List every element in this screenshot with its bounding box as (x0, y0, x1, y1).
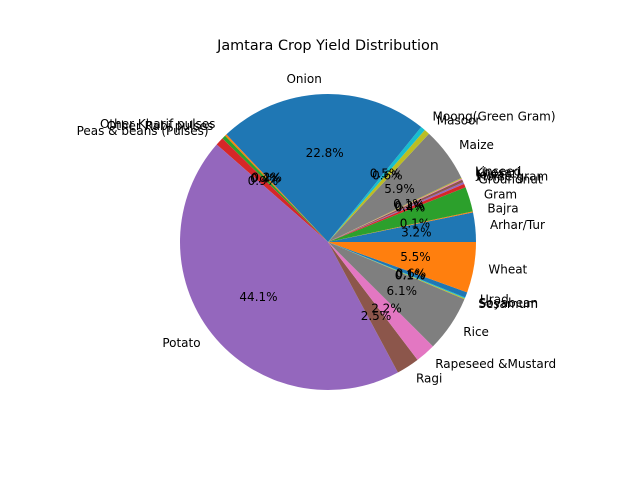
pie-slice-bajra (328, 211, 473, 242)
pie-slice-linseed (328, 177, 462, 242)
pie-slice-maize (328, 133, 462, 242)
pie-slice-other-rabi-pulses (222, 135, 328, 242)
slice-label-other-kharif-pulses: Other Kharif pulses (100, 117, 215, 131)
slice-percent-rice: 6.1% (387, 284, 418, 298)
pie-slice-rice (328, 242, 465, 347)
slice-label-maize: Maize (459, 138, 494, 152)
slice-label-masoor: Masoor (437, 113, 481, 127)
pie-labels: Arhar/Tur BajraGramGroundnutHorse-gramJow… (77, 72, 557, 386)
slice-label-gram: Gram (484, 187, 517, 201)
slice-percent-soyabean: 0.1% (395, 268, 426, 282)
slice-percent-sesamum: 0.1% (395, 269, 426, 283)
pie-slice-arhar-tur (328, 212, 476, 242)
slice-label-peas-beans-pulses: Peas & beans (Pulses) (77, 124, 209, 138)
slice-label-rice: Rice (463, 325, 489, 339)
slice-percent-rapeseed-mustard: 2.2% (371, 301, 402, 315)
slice-label-moong-green-gram: Moong(Green Gram) (433, 110, 556, 124)
slice-label-groundnut: Groundnut (479, 172, 543, 186)
slice-percent-other-rabi-pulses: 0.4% (250, 172, 281, 186)
slice-percent-potato: 44.1% (239, 290, 277, 304)
slice-label-soyabean: Soyabean (479, 296, 538, 310)
pie-slice-soyabean (328, 242, 466, 299)
slice-label-horse-gram: Horse-gram (477, 170, 548, 184)
slice-percent-other-kharif-pulses: 0.2% (251, 170, 282, 184)
slice-percent-peas-beans-pulses: 0.9% (248, 174, 279, 188)
slice-percent-bajra: 0.1% (400, 216, 431, 230)
slice-label-rapeseed-mustard: Rapeseed &Mustard (435, 357, 556, 371)
slice-percent-khesari: 0.1% (393, 197, 424, 211)
pie-slice-khesari (328, 178, 463, 242)
slice-percent-moong-green-gram: 0.5% (370, 166, 401, 180)
pie-slices (179, 94, 476, 391)
slice-label-sesamum: Sesamum (478, 297, 538, 311)
slice-percent-ragi: 2.5% (361, 309, 392, 323)
slice-percent-urad: 0.6% (396, 266, 427, 280)
slice-label-ragi: Ragi (416, 371, 442, 385)
slice-label-khesari: Khesari (475, 165, 520, 179)
pie-slice-jowar (328, 179, 464, 242)
pie-slice-potato (179, 144, 398, 391)
pie-slice-peas-beans-pulses (216, 138, 328, 242)
slice-label-onion: Onion (286, 72, 321, 86)
pie-slice-wheat (328, 242, 476, 293)
slice-label-arhar-tur: Arhar/Tur (490, 218, 545, 232)
slice-label-bajra: Bajra (487, 201, 518, 215)
pie-slice-other-kharif-pulses (225, 134, 328, 242)
slice-label-linseed: Linseed (475, 164, 521, 178)
slice-percent-wheat: 5.5% (400, 250, 431, 264)
pie-slice-rapeseed-mustard (328, 242, 433, 360)
slice-label-urad: Urad (480, 293, 509, 307)
pie-percent-labels: 3.2%0.1%0.4%0.2%0.1%5.9%0.6%0.5%22.8%0.2… (239, 146, 431, 323)
pie-slice-masoor (328, 130, 429, 242)
slice-label-jowar: Jowar (475, 167, 509, 181)
slice-percent-arhar-tur: 3.2% (401, 226, 432, 240)
slice-percent-maize: 5.9% (384, 182, 415, 196)
slice-percent-groundnut: 0.4% (395, 201, 426, 215)
pie-slice-onion (226, 94, 422, 243)
slice-label-wheat: Wheat (488, 263, 527, 277)
pie-slice-moong-green-gram (328, 127, 425, 242)
pie-slice-horse-gram (328, 182, 465, 242)
pie-slice-groundnut (328, 183, 466, 242)
slice-label-potato: Potato (162, 336, 200, 350)
pie-slice-ragi (328, 242, 418, 373)
pie-slice-sesamum (328, 242, 465, 300)
slice-percent-horse-gram: 0.2% (394, 199, 425, 213)
pie-slice-gram (328, 187, 473, 242)
slice-label-other-rabi-pulses: Other Rabi pulses (107, 119, 214, 133)
slice-percent-masoor: 0.6% (372, 168, 403, 182)
chart-title: Jamtara Crop Yield Distribution (216, 38, 439, 54)
pie-slice-urad (328, 242, 468, 298)
slice-percent-onion: 22.8% (306, 146, 344, 160)
